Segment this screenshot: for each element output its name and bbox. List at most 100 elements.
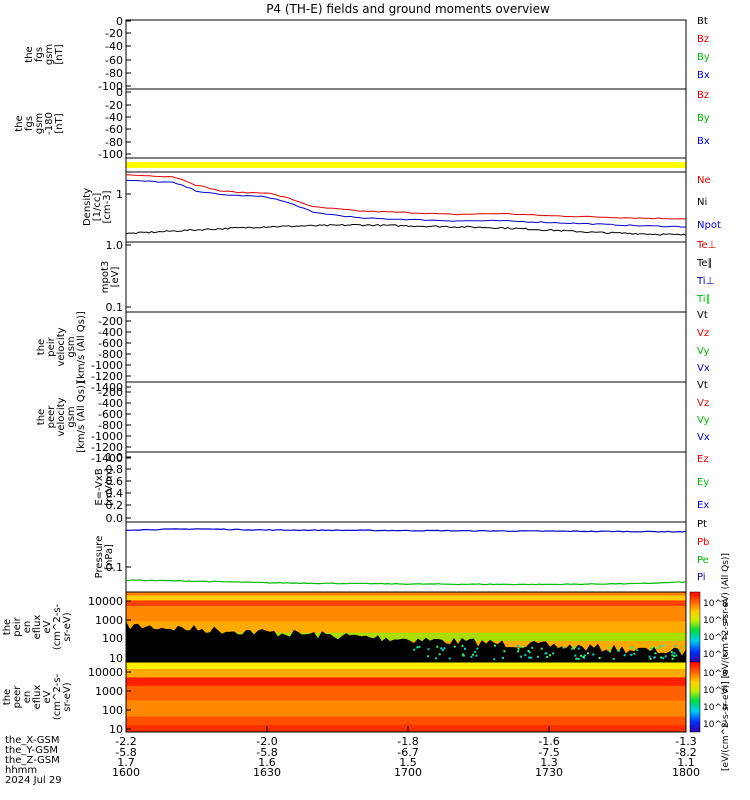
y-axis-label: peer (12, 685, 23, 709)
spectrogram-speckle (503, 650, 506, 653)
legend-vpeer-2: Vy (697, 415, 710, 426)
legend-temp-3: Ti∥ (696, 294, 711, 305)
spectrogram-speckle (673, 655, 676, 658)
y-tick-label: 10 (109, 723, 123, 736)
y-axis-label: E=-VxB (94, 468, 105, 505)
density-line-ne (125, 174, 687, 220)
spectrogram-band (126, 592, 686, 596)
panel-frame (125, 88, 687, 159)
y-axis-label: gsm (66, 406, 77, 427)
spectrogram-band (126, 669, 686, 678)
legend-density-2: Npot (697, 220, 721, 231)
spectrogram-speckle (461, 644, 464, 647)
spectrogram-dark-region (126, 621, 686, 662)
spectrogram-speckle (427, 655, 430, 658)
spectrogram-speckle (416, 646, 419, 649)
y-tick-label: -60 (105, 54, 123, 67)
x-label-x: -2.2 (115, 735, 136, 748)
spectrogram-speckle (531, 646, 534, 649)
y-axis-label: -180 (44, 112, 55, 135)
spectrogram-speckle (577, 647, 580, 650)
bottom-label-4: 2024 Jul 29 (5, 775, 62, 786)
y-tick-label: 1000 (95, 614, 123, 627)
y-axis-label: the (14, 115, 25, 131)
y-axis-label: eflux (32, 685, 43, 710)
spectrogram-speckle (633, 652, 636, 655)
spectrogram-speckle (461, 653, 464, 656)
y-axis-label: the (2, 689, 13, 705)
spectrogram-speckle (570, 647, 573, 650)
spectrogram-speckle (502, 656, 504, 659)
spectrogram-speckle (464, 647, 466, 650)
spectrogram-speckle (577, 658, 580, 660)
y-tick-label: 10000 (88, 666, 123, 679)
colorbar-tick-label: 10^8 (703, 669, 728, 679)
x-label-hhmm: 1630 (253, 766, 281, 779)
x-label-hhmm: 1600 (112, 766, 140, 779)
panel-frame (125, 311, 687, 383)
legend-pressure-2: Pe (697, 555, 709, 566)
y-tick-label: -1200 (91, 370, 123, 383)
x-label-z: 1.7 (117, 756, 135, 769)
y-tick-label: -200 (98, 386, 123, 399)
panel-peir_en: 10000 1000 100 10 the peir en eflux eV (cm^2-s-sr… (2, 591, 687, 665)
y-axis-label: Pressure (94, 536, 105, 579)
legend-temp-1: Te∥ (696, 258, 713, 269)
spectrogram-speckle (609, 650, 612, 653)
bottom-label-3: hhmm (5, 765, 38, 776)
spectrogram-speckle (653, 656, 656, 659)
y-tick-label: 0.1 (106, 561, 124, 574)
y-axis-label: eflux (32, 615, 43, 640)
bottom-label-2: the_Z-GSM (5, 755, 60, 766)
spectrogram-speckle (470, 655, 473, 658)
spectrogram-speckle (630, 646, 633, 649)
panel-frame (125, 19, 687, 90)
spectrogram-speckle (650, 648, 653, 651)
legend-vpeir-2: Vy (697, 346, 710, 357)
pressure-series (125, 528, 687, 586)
panel-vpeir: -200-400-600-800-1000-1200-1400 the peir ve… (36, 310, 710, 394)
legend-pressure-0: Pt (697, 519, 707, 530)
y-tick-label: -1000 (91, 359, 123, 372)
spectrogram-speckle (657, 646, 660, 649)
y-tick-label: -60 (105, 123, 123, 136)
y-axis-label: eV (42, 620, 53, 633)
x-label-y: -6.7 (397, 746, 418, 759)
x-label-x: -1.6 (538, 735, 559, 748)
spectrogram-speckle (562, 646, 565, 649)
spectrogram-band (126, 662, 686, 670)
y-axis-label: the (24, 46, 35, 62)
x-label-z: 1.5 (399, 756, 417, 769)
y-tick-label: 0.4 (106, 487, 124, 500)
y-axis-label: the (36, 409, 47, 425)
y-tick-label: -400 (98, 326, 123, 339)
spectrogram-speckle (580, 654, 582, 657)
panel-efield: 1.00.80.60.40.20.0E=-VxB [mV/m] Ez Ey Ex (94, 451, 709, 525)
y-tick-label: -600 (98, 337, 123, 350)
x-label-y: -5.8 (115, 746, 136, 759)
y-axis-label: peer (46, 405, 57, 429)
spectrogram-speckle (427, 648, 430, 651)
y-tick-label: -80 (105, 136, 123, 149)
legend-pressure-1: Pb (697, 537, 709, 548)
y-axis-label: sr-eV) (62, 612, 73, 641)
spectrogram-speckle (474, 650, 477, 653)
colorbar-label: [eV/(cm^2-s-sr-eV)] [eV/(cm^2-s-sr-eV) (… (721, 553, 731, 771)
legend-vpeir-3: Vx (697, 363, 710, 374)
spectrogram-speckle (524, 653, 527, 656)
y-axis-label: mpot3 (100, 261, 111, 294)
colorbar-tick-label: 10^4 (703, 703, 728, 713)
spectrogram-speckle (546, 656, 549, 658)
y-tick-label: 100 (102, 632, 123, 645)
y-tick-label: -1000 (91, 430, 123, 443)
y-axis-label: (cm^2-s- (52, 673, 63, 720)
x-label-hhmm: 1730 (535, 766, 563, 779)
legend-fgs1-1: Bz (697, 34, 709, 45)
spectrogram-speckle (662, 657, 665, 660)
panel-frame (125, 661, 687, 733)
y-axis-label: sr-eV) (62, 682, 73, 711)
spectrogram-speckle (612, 657, 615, 660)
y-tick-label: 10000 (88, 595, 123, 608)
